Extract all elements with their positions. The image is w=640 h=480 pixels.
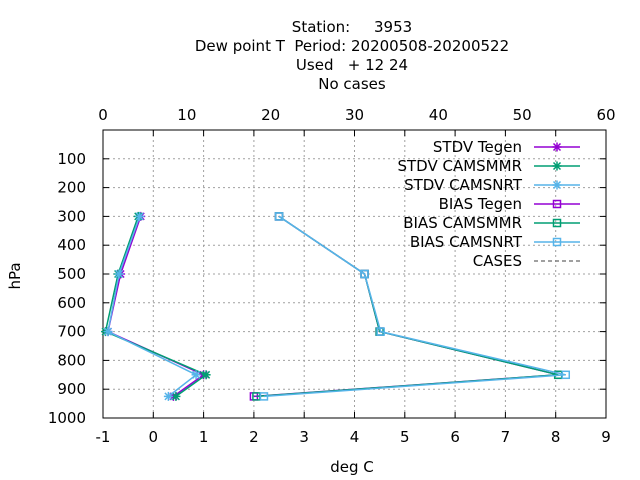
- x-top-tick-label: 10: [177, 106, 196, 124]
- y-axis-label: hPa: [6, 262, 24, 289]
- legend-item: BIAS CAMSNRT: [410, 233, 580, 251]
- legend-label: STDV Tegen: [433, 138, 522, 156]
- series-stdv-camsnrt: [103, 211, 201, 401]
- point-marker: [360, 269, 369, 279]
- series-line: [107, 216, 206, 398]
- legend-item: BIAS CAMSMMR: [403, 214, 580, 232]
- point-marker: [376, 327, 385, 336]
- point-marker: [552, 218, 562, 228]
- y-tick-label: 300: [57, 207, 86, 225]
- legend-item: BIAS Tegen: [439, 195, 580, 213]
- y-tick-label: 1000: [48, 409, 86, 427]
- point-marker: [103, 327, 113, 337]
- point-marker: [552, 161, 562, 171]
- point-marker: [135, 211, 145, 221]
- legend-item: STDV CAMSMMR: [397, 157, 580, 175]
- legend-item: CASES: [473, 252, 580, 270]
- series-line: [107, 216, 198, 397]
- x-bottom-tick-label: -1: [96, 428, 111, 446]
- series: [101, 211, 571, 401]
- y-tick-label: 800: [57, 351, 86, 369]
- x-bottom-tick-label: 0: [149, 428, 159, 446]
- point-marker: [259, 392, 269, 401]
- y-tick-label: 500: [57, 265, 86, 283]
- legend-item: STDV Tegen: [433, 138, 580, 156]
- legend-item: STDV CAMSNRT: [404, 176, 580, 194]
- y-tick-label: 900: [57, 380, 86, 398]
- x-bottom-tick-label: 9: [601, 428, 611, 446]
- grid: [103, 130, 606, 418]
- x-top-tick-label: 40: [429, 106, 448, 124]
- x-bottom-tick-label: 8: [551, 428, 561, 446]
- legend-label: BIAS Tegen: [439, 195, 522, 213]
- point-marker: [552, 199, 562, 209]
- legend-label: CASES: [473, 252, 522, 270]
- title-line: Used + 12 24: [296, 56, 408, 74]
- y-tick-label: 100: [57, 150, 86, 168]
- y-tick-label: 600: [57, 294, 86, 312]
- x-top-tick-label: 20: [261, 106, 280, 124]
- x-bottom-tick-label: 5: [400, 428, 410, 446]
- x-bottom-tick-label: 3: [299, 428, 309, 446]
- legend-label: STDV CAMSNRT: [404, 176, 523, 194]
- axes: -1 0 1 2 3 4 5 6 7 8 9 0 10 20 30 40 50 60 100 200 300 400 500…: [48, 106, 616, 446]
- point-marker: [114, 269, 124, 279]
- legend-label: BIAS CAMSNRT: [410, 233, 523, 251]
- series-line: [263, 215, 566, 398]
- x-bottom-tick-label: 1: [199, 428, 209, 446]
- point-marker: [561, 370, 571, 380]
- point-marker: [552, 142, 562, 152]
- x-bottom-tick-label: 4: [350, 428, 360, 446]
- x-bottom-tick-label: 6: [450, 428, 460, 446]
- y-tick-label: 400: [57, 236, 86, 254]
- point-marker: [552, 237, 562, 247]
- x-top-tick-label: 0: [98, 106, 108, 124]
- title-line: Station: 3953: [292, 18, 412, 36]
- point-marker: [552, 180, 562, 190]
- x-top-tick-label: 60: [596, 106, 615, 124]
- series-bias-camsnrt: [259, 212, 571, 401]
- x-axis-label: deg C: [330, 458, 374, 476]
- y-tick-label: 700: [57, 323, 86, 341]
- x-top-tick-label: 30: [345, 106, 364, 124]
- title-line: Dew point T Period: 20200508-20200522: [195, 37, 509, 55]
- legend-label: STDV CAMSMMR: [397, 157, 522, 175]
- x-bottom-tick-label: 7: [501, 428, 511, 446]
- point-marker: [163, 391, 173, 401]
- x-bottom-tick-label: 2: [249, 428, 259, 446]
- point-marker: [171, 391, 181, 401]
- title-line: No cases: [318, 75, 386, 93]
- y-tick-label: 200: [57, 179, 86, 197]
- point-marker: [274, 212, 284, 221]
- x-top-tick-label: 50: [513, 106, 532, 124]
- point-marker: [201, 370, 211, 380]
- point-marker: [191, 370, 201, 380]
- legend-label: BIAS CAMSMMR: [403, 214, 522, 232]
